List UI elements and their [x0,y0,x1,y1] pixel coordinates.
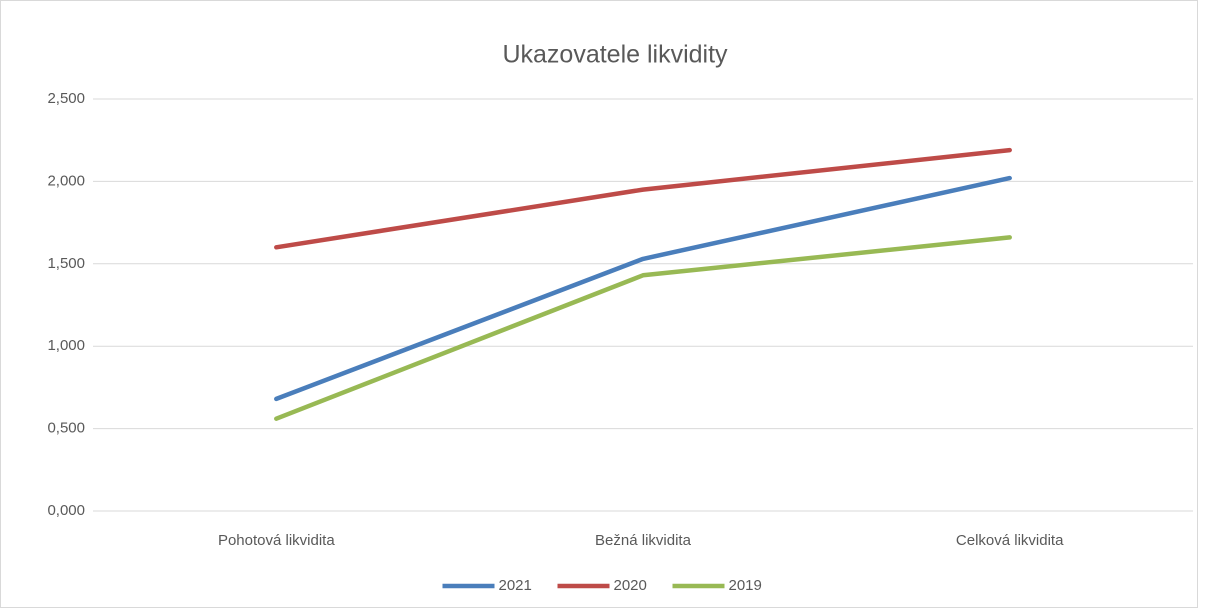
x-tick-label: Pohotová likvidita [218,532,335,549]
y-tick-label: 0,000 [47,502,85,519]
y-tick-label: 2,500 [47,90,85,107]
legend-label: 2021 [499,577,532,594]
series-line [274,175,1012,402]
x-tick-label: Celková likvidita [956,532,1064,549]
legend-label: 2019 [729,577,762,594]
x-tick-label: Bežná likvidita [595,532,692,549]
legend-label: 2020 [614,577,647,594]
y-tick-label: 1,000 [47,337,85,354]
y-tick-label: 1,500 [47,255,85,272]
chart-title: Ukazovatele likvidity [502,41,728,69]
series-line [274,235,1012,421]
series-line [274,147,1012,250]
y-tick-label: 2,000 [47,172,85,189]
y-tick-label: 0,500 [47,420,85,437]
